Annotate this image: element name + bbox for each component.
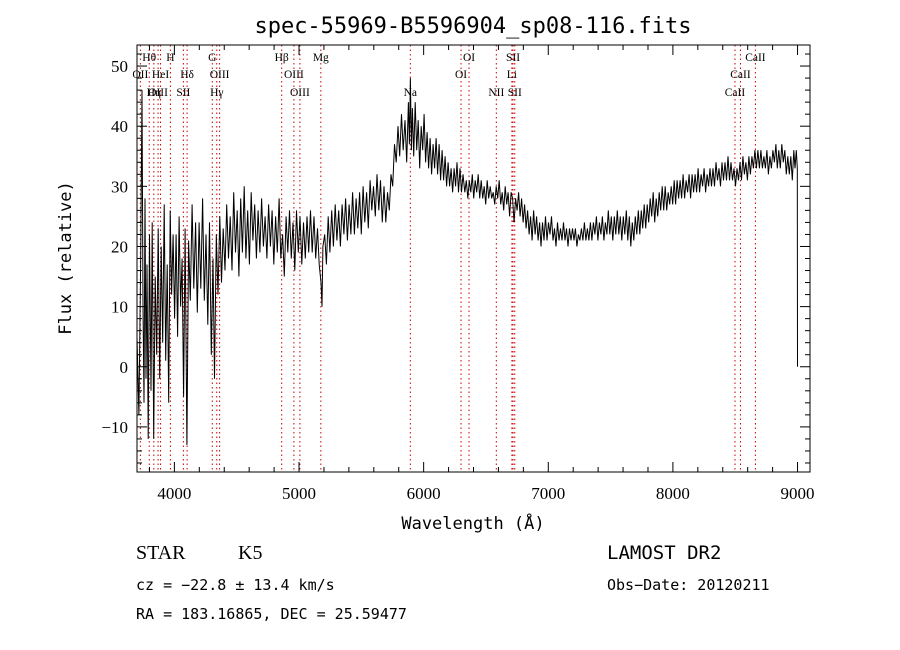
spectral-line-label-5: H	[166, 52, 174, 64]
chart-title: spec-55969-B5596904_sp08-116.fits	[254, 14, 691, 39]
y-axis-label: Flux (relative)	[56, 181, 76, 335]
x-tick-label: 4000	[157, 484, 191, 503]
y-tick-label: 40	[111, 117, 128, 136]
spectral-line-label-12: OIII	[284, 69, 304, 81]
x-tick-label: 8000	[656, 484, 690, 503]
spectral-line-label-2: OIII	[148, 87, 168, 99]
spectral-line-label-16: OI	[463, 52, 475, 64]
y-tick-label: 20	[111, 237, 128, 256]
survey-name: LAMOST DR2	[607, 542, 721, 564]
y-tick-label: 10	[111, 298, 128, 317]
spectral-line-label-6: Hδ	[180, 69, 194, 81]
x-axis-label: Wavelength (Å)	[401, 512, 544, 534]
spectral-line-label-10: Hγ	[210, 87, 223, 99]
object-class: STAR	[136, 542, 186, 564]
spectral-line-label-1: OII	[132, 69, 148, 81]
spectral-line-label-9: OIII	[210, 69, 230, 81]
spectral-line-label-13: OIII	[290, 87, 310, 99]
spectral-line-label-18: SII	[506, 52, 520, 64]
spectral-line-label-22: CaII	[745, 52, 766, 64]
spectral-line-label-14: Mg	[313, 52, 329, 64]
spectral-line-label-21: SII	[508, 87, 522, 99]
spectral-line-label-19: Li	[507, 69, 517, 81]
spectral-line-label-20: NII	[488, 87, 504, 99]
x-tick-label: 6000	[407, 484, 441, 503]
y-tick-label: −10	[101, 418, 128, 437]
spectral-line-label-3: HeI	[152, 69, 169, 81]
object-subclass: K5	[238, 542, 262, 564]
x-axis-ticks: 4000 5000 6000 7000 8000 9000	[148, 45, 815, 503]
spectrum-line	[136, 78, 798, 445]
spectral-line-label-11: Hβ	[275, 52, 289, 64]
spectral-line-label-0: Hθ	[142, 52, 156, 64]
x-tick-label: 9000	[781, 484, 815, 503]
spectral-line-label-17: OI	[455, 69, 467, 81]
y-tick-label: 30	[111, 177, 128, 196]
spectral-line-label-8: G	[208, 52, 216, 64]
y-tick-label: 50	[111, 57, 128, 76]
spectral-line-label-7: SII	[176, 87, 190, 99]
spectral-line-label-23: CaII	[730, 69, 751, 81]
obs-date: Obs−Date: 20120211	[607, 576, 770, 594]
spectral-line-label-24: CaII	[725, 87, 746, 99]
spectral-line-labels: HθOIIOIIIHeIHηHHδSIIGOIIIHγHβOIIIOIIIMgN…	[132, 52, 765, 99]
coordinates-readout: RA = 183.16865, DEC = 25.59477	[136, 605, 407, 623]
x-tick-label: 7000	[531, 484, 565, 503]
velocity-readout: cz = −22.8 ± 13.4 km/s	[136, 576, 335, 594]
spectral-line-label-4: Hη	[147, 87, 161, 99]
y-tick-label: 0	[120, 358, 129, 377]
y-axis-ticks: −10 0 10 20 30 40 50	[101, 53, 810, 464]
x-tick-label: 5000	[282, 484, 316, 503]
